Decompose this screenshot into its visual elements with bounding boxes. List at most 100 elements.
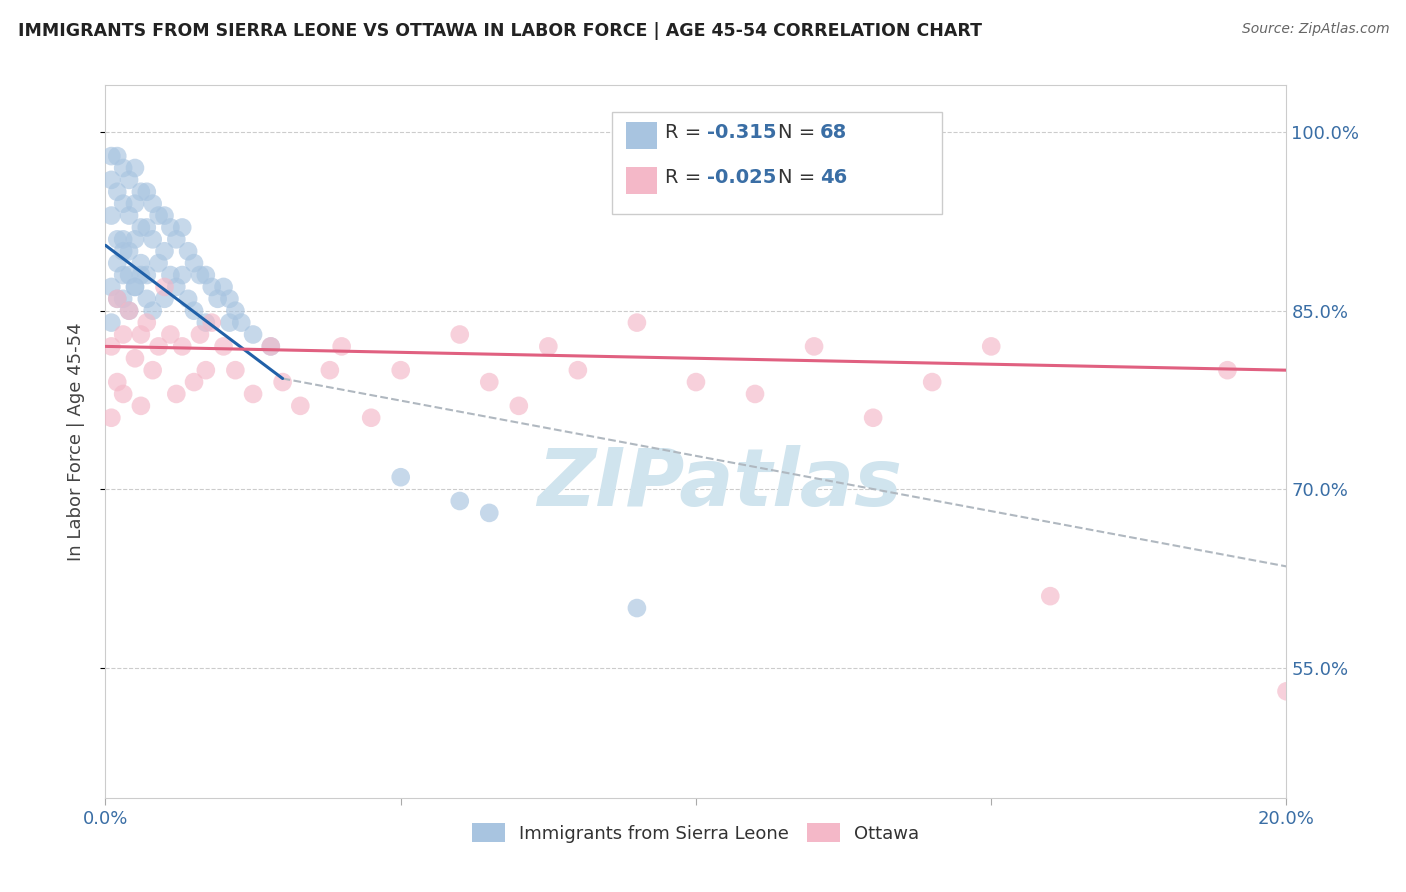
Point (862, 410, 884, 425)
Point (1216, 363, 1239, 377)
Point (148, 339, 170, 353)
Point (626, 316, 648, 330)
Point (194, 363, 217, 377)
Point (129, 185, 152, 199)
Point (201, 280, 224, 294)
Point (112, 268, 135, 282)
Point (183, 303, 205, 318)
Point (508, 399, 530, 413)
Point (135, 268, 157, 282)
Point (112, 387, 135, 401)
Text: R =: R = (665, 123, 707, 142)
Point (449, 327, 471, 342)
Point (744, 387, 766, 401)
Point (100, 339, 122, 353)
Point (129, 399, 152, 413)
Point (100, 173, 122, 187)
Point (129, 256, 152, 270)
Point (129, 327, 152, 342)
Point (105, 256, 128, 270)
Point (124, 280, 146, 294)
Point (165, 387, 187, 401)
Point (567, 363, 589, 377)
Point (194, 316, 217, 330)
Point (224, 303, 246, 318)
Point (1039, 589, 1062, 603)
Text: -0.025: -0.025 (707, 168, 776, 186)
Point (165, 232, 187, 246)
Point (183, 256, 205, 270)
Point (449, 494, 471, 508)
Point (118, 268, 141, 282)
Point (803, 339, 825, 353)
Text: Source: ZipAtlas.com: Source: ZipAtlas.com (1241, 22, 1389, 37)
Point (242, 387, 264, 401)
Point (218, 316, 240, 330)
Point (118, 303, 141, 318)
Point (242, 327, 264, 342)
Point (118, 209, 141, 223)
Point (118, 173, 141, 187)
Point (100, 410, 122, 425)
Point (105, 292, 128, 306)
Point (100, 280, 122, 294)
Point (105, 149, 128, 163)
Point (1275, 684, 1298, 698)
Point (177, 244, 200, 259)
Y-axis label: In Labor Force | Age 45-54: In Labor Force | Age 45-54 (66, 322, 84, 561)
Point (159, 268, 181, 282)
Point (165, 280, 187, 294)
Text: N =: N = (778, 168, 821, 186)
Point (124, 280, 146, 294)
Point (129, 268, 152, 282)
Point (148, 256, 170, 270)
Point (100, 316, 122, 330)
Point (129, 220, 152, 235)
Text: N =: N = (778, 123, 821, 142)
Point (271, 375, 294, 389)
Point (100, 149, 122, 163)
Point (389, 470, 412, 484)
Point (112, 244, 135, 259)
Point (105, 292, 128, 306)
Point (105, 185, 128, 199)
Point (153, 244, 176, 259)
Point (118, 303, 141, 318)
Point (112, 292, 135, 306)
Point (685, 375, 707, 389)
Text: 46: 46 (820, 168, 846, 186)
Point (212, 339, 235, 353)
Point (124, 351, 146, 366)
Point (360, 410, 382, 425)
Point (135, 292, 157, 306)
Point (100, 209, 122, 223)
Point (921, 375, 943, 389)
Point (626, 601, 648, 615)
Point (135, 220, 157, 235)
Point (153, 280, 176, 294)
Point (172, 220, 194, 235)
Text: IMMIGRANTS FROM SIERRA LEONE VS OTTAWA IN LABOR FORCE | AGE 45-54 CORRELATION CH: IMMIGRANTS FROM SIERRA LEONE VS OTTAWA I… (18, 22, 983, 40)
Point (135, 316, 157, 330)
Point (980, 339, 1002, 353)
Legend: Immigrants from Sierra Leone, Ottawa: Immigrants from Sierra Leone, Ottawa (465, 816, 927, 850)
Point (389, 363, 412, 377)
Point (537, 339, 560, 353)
Point (183, 375, 205, 389)
Point (148, 209, 170, 223)
Point (212, 280, 235, 294)
Text: 68: 68 (820, 123, 846, 142)
Point (142, 303, 165, 318)
Point (105, 232, 128, 246)
Point (153, 209, 176, 223)
Point (124, 161, 146, 175)
Point (207, 292, 229, 306)
Point (290, 399, 312, 413)
Point (142, 196, 165, 211)
Point (188, 268, 211, 282)
Point (218, 292, 240, 306)
Point (231, 316, 253, 330)
Point (224, 363, 246, 377)
Point (118, 244, 141, 259)
Point (112, 196, 135, 211)
